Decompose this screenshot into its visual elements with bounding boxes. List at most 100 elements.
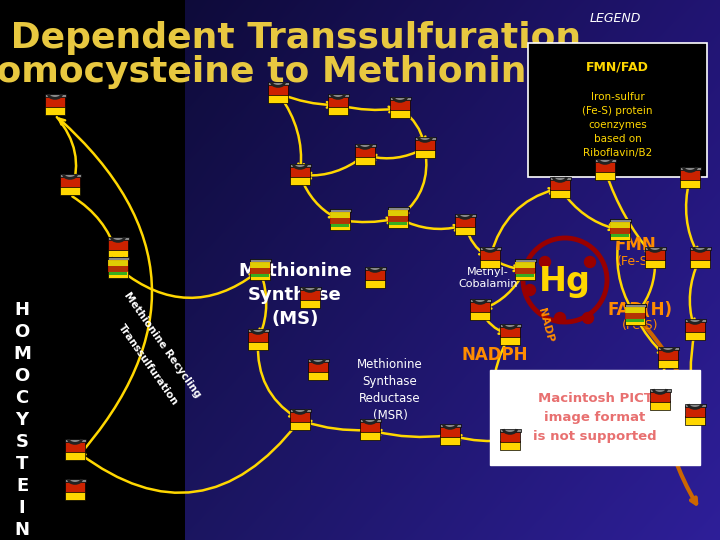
Circle shape xyxy=(539,256,551,267)
FancyBboxPatch shape xyxy=(625,304,646,307)
FancyBboxPatch shape xyxy=(251,262,269,276)
FancyBboxPatch shape xyxy=(45,94,66,97)
Text: E: E xyxy=(16,477,28,495)
Text: FMN: FMN xyxy=(614,236,656,254)
FancyBboxPatch shape xyxy=(650,391,670,402)
FancyBboxPatch shape xyxy=(610,221,630,232)
FancyBboxPatch shape xyxy=(680,167,701,170)
Text: Fe-S Dependent Transsulfuration: Fe-S Dependent Transsulfuration xyxy=(0,21,581,55)
FancyBboxPatch shape xyxy=(248,341,268,350)
FancyBboxPatch shape xyxy=(480,259,500,268)
Circle shape xyxy=(554,313,565,323)
FancyBboxPatch shape xyxy=(290,411,310,422)
FancyBboxPatch shape xyxy=(387,207,408,210)
Text: O: O xyxy=(14,367,30,385)
FancyBboxPatch shape xyxy=(626,307,644,322)
FancyBboxPatch shape xyxy=(515,259,536,262)
FancyBboxPatch shape xyxy=(355,144,376,147)
FancyBboxPatch shape xyxy=(649,389,670,392)
Text: (Fe-S): (Fe-S) xyxy=(622,320,658,333)
FancyBboxPatch shape xyxy=(330,212,349,227)
FancyBboxPatch shape xyxy=(610,219,631,222)
FancyBboxPatch shape xyxy=(680,169,700,180)
FancyBboxPatch shape xyxy=(650,401,670,410)
FancyBboxPatch shape xyxy=(515,259,536,262)
Text: C: C xyxy=(15,389,29,407)
FancyBboxPatch shape xyxy=(515,268,535,274)
FancyBboxPatch shape xyxy=(515,261,535,272)
Text: NADPH: NADPH xyxy=(462,346,528,364)
Text: Transsulfuration: Transsulfuration xyxy=(116,322,180,407)
FancyBboxPatch shape xyxy=(290,166,310,177)
FancyBboxPatch shape xyxy=(455,216,475,227)
FancyBboxPatch shape xyxy=(645,259,665,268)
Text: I: I xyxy=(19,499,25,517)
FancyBboxPatch shape xyxy=(645,249,665,260)
Circle shape xyxy=(585,256,595,267)
Text: (Fe-S): (Fe-S) xyxy=(617,254,653,267)
FancyBboxPatch shape xyxy=(440,426,460,437)
Text: FAD(H): FAD(H) xyxy=(608,301,672,319)
FancyBboxPatch shape xyxy=(658,359,678,368)
FancyBboxPatch shape xyxy=(500,324,521,327)
FancyBboxPatch shape xyxy=(360,421,380,432)
FancyBboxPatch shape xyxy=(625,313,645,319)
FancyBboxPatch shape xyxy=(550,189,570,198)
FancyBboxPatch shape xyxy=(290,176,310,185)
FancyBboxPatch shape xyxy=(415,137,436,140)
Text: Methionine
Synthase
(MS): Methionine Synthase (MS) xyxy=(238,262,352,328)
FancyBboxPatch shape xyxy=(685,321,705,332)
FancyBboxPatch shape xyxy=(611,222,629,237)
FancyBboxPatch shape xyxy=(490,370,700,465)
FancyBboxPatch shape xyxy=(440,424,461,427)
FancyBboxPatch shape xyxy=(250,261,270,272)
FancyBboxPatch shape xyxy=(364,267,385,271)
Text: of Homocysteine to Methionine: of Homocysteine to Methionine xyxy=(0,55,551,89)
FancyBboxPatch shape xyxy=(625,304,646,307)
FancyBboxPatch shape xyxy=(290,421,310,430)
FancyBboxPatch shape xyxy=(388,216,408,221)
FancyBboxPatch shape xyxy=(108,239,128,250)
FancyBboxPatch shape xyxy=(610,228,630,233)
FancyBboxPatch shape xyxy=(415,149,435,158)
FancyBboxPatch shape xyxy=(108,260,128,266)
FancyBboxPatch shape xyxy=(390,109,410,118)
FancyBboxPatch shape xyxy=(515,271,535,280)
FancyBboxPatch shape xyxy=(360,431,380,440)
FancyBboxPatch shape xyxy=(658,349,678,360)
FancyBboxPatch shape xyxy=(45,106,65,115)
FancyBboxPatch shape xyxy=(65,479,86,482)
FancyBboxPatch shape xyxy=(108,259,128,270)
FancyBboxPatch shape xyxy=(625,307,645,313)
FancyBboxPatch shape xyxy=(330,212,350,218)
FancyBboxPatch shape xyxy=(480,249,500,260)
FancyBboxPatch shape xyxy=(330,218,350,224)
Text: T: T xyxy=(16,455,28,473)
Text: Macintosh PICT
image format
is not supported: Macintosh PICT image format is not suppo… xyxy=(534,392,657,443)
FancyBboxPatch shape xyxy=(108,249,128,258)
FancyBboxPatch shape xyxy=(415,139,435,150)
Circle shape xyxy=(582,313,593,323)
FancyBboxPatch shape xyxy=(107,257,128,260)
FancyBboxPatch shape xyxy=(690,249,710,260)
FancyBboxPatch shape xyxy=(250,262,270,268)
FancyBboxPatch shape xyxy=(388,219,408,228)
FancyBboxPatch shape xyxy=(500,326,520,337)
FancyBboxPatch shape xyxy=(470,311,490,320)
FancyBboxPatch shape xyxy=(109,260,127,275)
FancyBboxPatch shape xyxy=(389,210,408,225)
FancyBboxPatch shape xyxy=(480,247,500,251)
FancyBboxPatch shape xyxy=(388,210,408,216)
FancyBboxPatch shape xyxy=(690,247,711,251)
FancyBboxPatch shape xyxy=(308,371,328,380)
FancyBboxPatch shape xyxy=(248,331,268,342)
FancyBboxPatch shape xyxy=(65,481,85,492)
FancyBboxPatch shape xyxy=(528,43,707,177)
FancyBboxPatch shape xyxy=(268,94,288,103)
FancyBboxPatch shape xyxy=(516,262,534,276)
FancyBboxPatch shape xyxy=(685,319,706,322)
Circle shape xyxy=(524,285,536,295)
FancyBboxPatch shape xyxy=(60,186,80,195)
FancyBboxPatch shape xyxy=(365,279,385,288)
FancyBboxPatch shape xyxy=(65,451,85,460)
